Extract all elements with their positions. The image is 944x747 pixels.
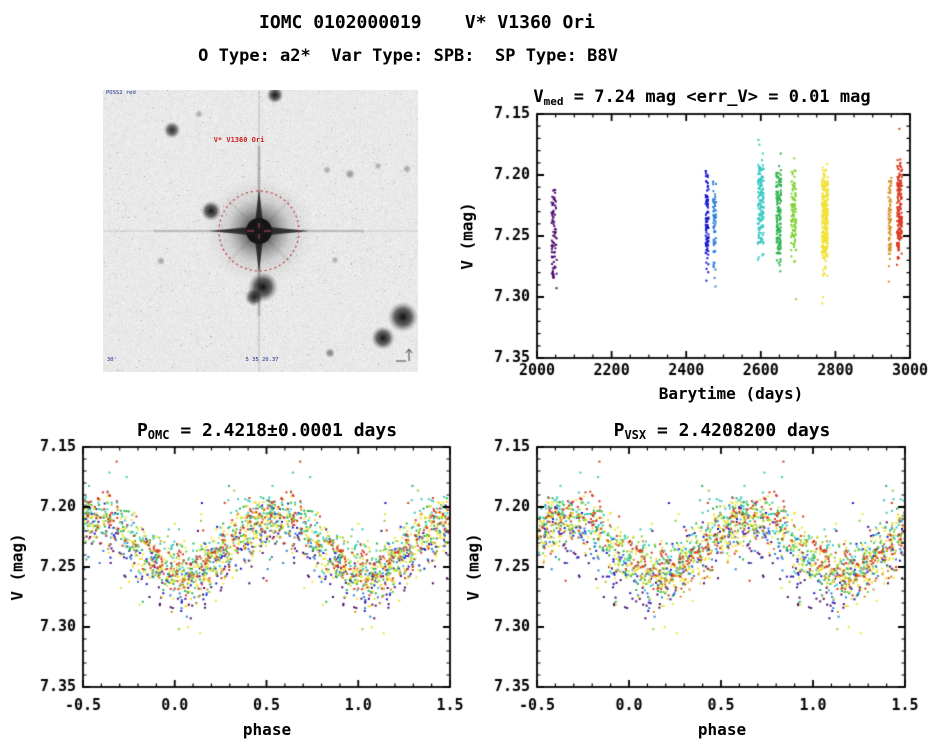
timeseries-xlabel: Barytime (days)	[658, 384, 804, 403]
phase-omc-title-sub: OMC	[147, 428, 170, 442]
phase-omc-ylabel: V (mag)	[7, 533, 27, 601]
phase-vsx-title-pre: P	[613, 420, 625, 441]
phase-omc-title-pre: P	[136, 420, 148, 441]
phase-plot-omc	[0, 415, 472, 747]
timeseries-title-post: = 7.24 mag <err_V> = 0.01 mag	[563, 87, 871, 107]
page-subtitle: O Type: a2* Var Type: SPB: SP Type: B8V	[198, 46, 618, 66]
phase-vsx-title-sub: VSX	[624, 428, 647, 442]
starfield-target-label: V* V1360 Ori	[213, 136, 265, 144]
phase-omc-xlabel: phase	[242, 720, 292, 739]
phase-plot-vsx	[472, 415, 944, 747]
phase-vsx-xlabel: phase	[697, 720, 747, 739]
phase-omc-title: POMC = 2.4218±0.0001 days	[137, 420, 397, 442]
phase-omc-title-post: = 2.4218±0.0001 days	[169, 420, 398, 441]
phase-vsx-title: PVSX = 2.4208200 days	[614, 420, 831, 442]
starfield-survey-label: POSS2 red	[106, 90, 136, 96]
timeseries-title-pre: V	[533, 87, 544, 107]
starfield-image	[103, 90, 418, 372]
timeseries-plot	[440, 85, 944, 415]
timeseries-title: Vmed = 7.24 mag <err_V> = 0.01 mag	[533, 87, 870, 108]
timeseries-title-sub: med	[543, 95, 564, 108]
starfield-scale-label: 30'	[107, 357, 117, 363]
phase-vsx-title-post: = 2.4208200 days	[646, 420, 831, 441]
phase-vsx-ylabel: V (mag)	[463, 533, 483, 601]
timeseries-ylabel: V (mag)	[457, 202, 477, 270]
starfield-coord-label: 5 35 20.37	[245, 357, 279, 363]
page-title: IOMC 0102000019 V* V1360 Ori	[259, 12, 595, 33]
